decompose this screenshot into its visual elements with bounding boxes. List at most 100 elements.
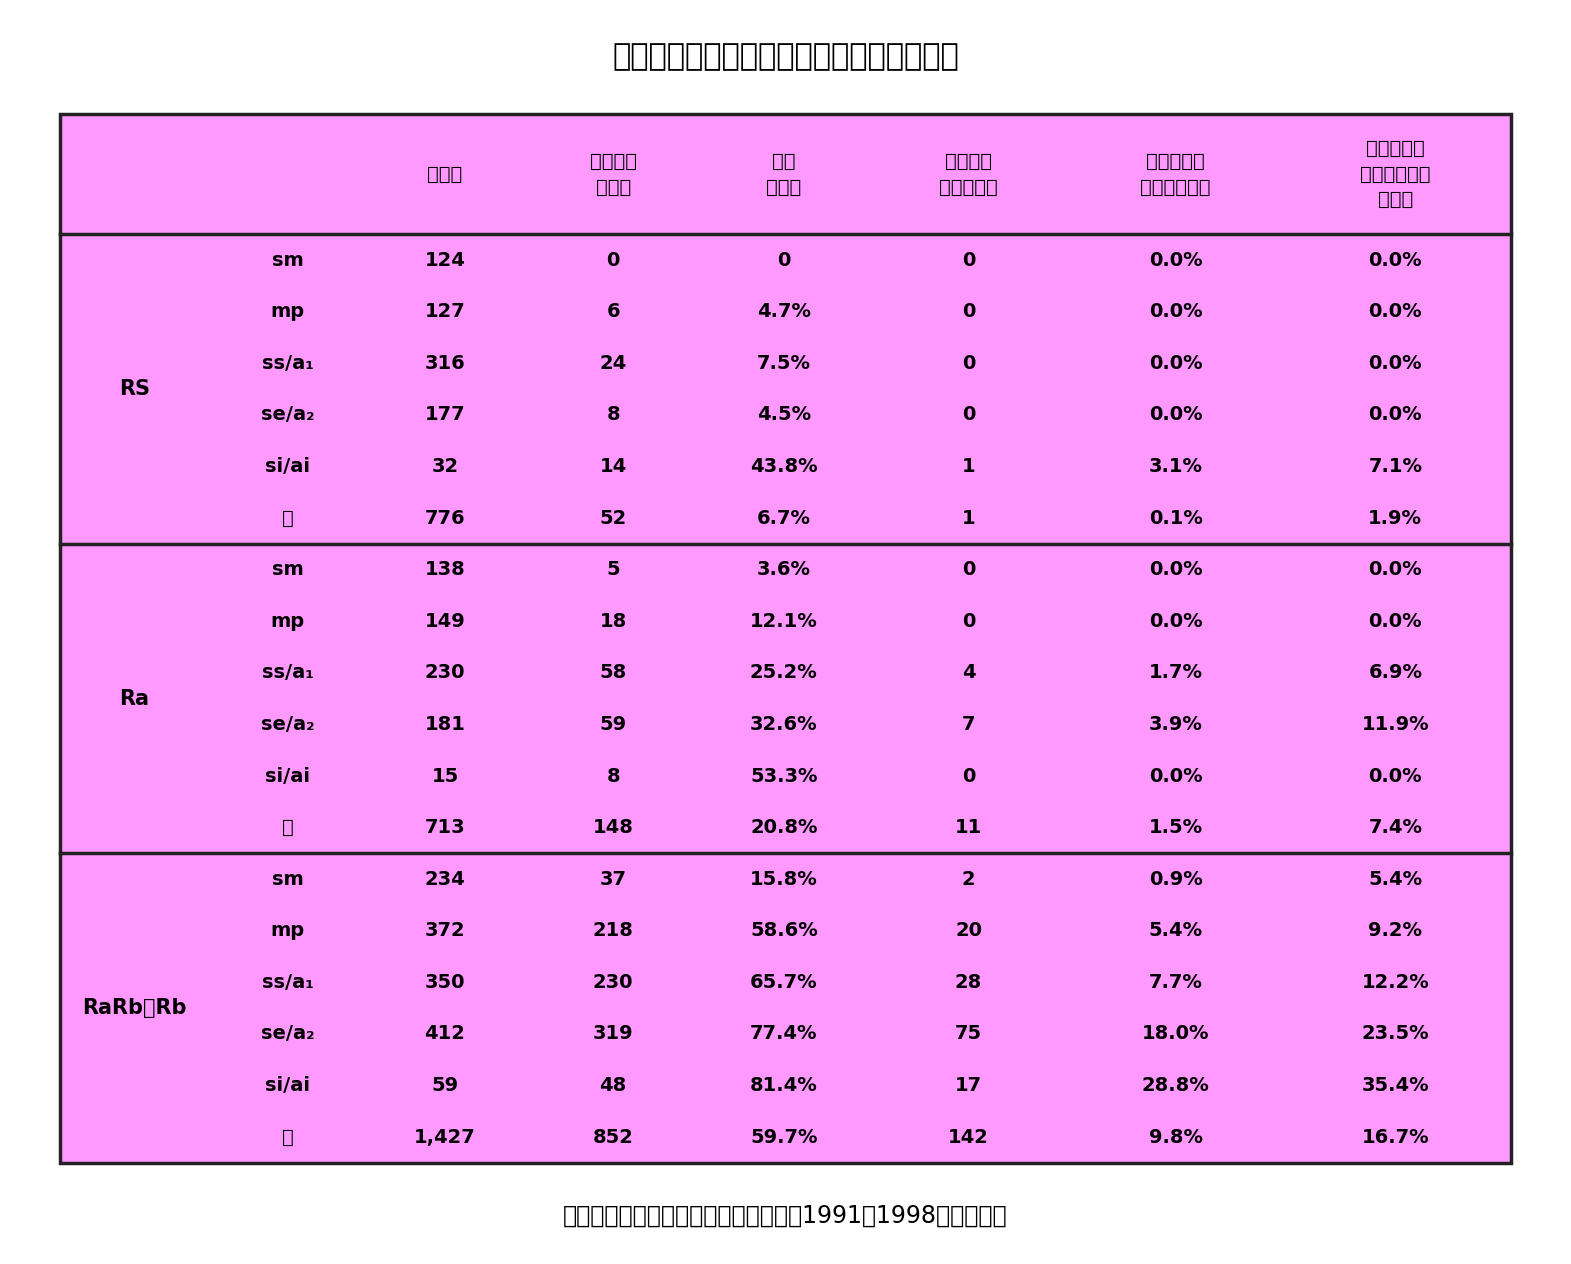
Text: 12.1%: 12.1% [749,612,818,631]
Text: （大腸癌研究会・プロジェクト研究　1991〜1998年度症例）: （大腸癌研究会・プロジェクト研究 1991〜1998年度症例） [562,1205,1009,1227]
Text: 127: 127 [424,302,465,321]
Text: 20.8%: 20.8% [749,818,817,837]
Text: 0.0%: 0.0% [1368,612,1422,631]
Text: se/a₂: se/a₂ [261,1024,314,1043]
Text: 138: 138 [424,560,465,579]
Text: 3.6%: 3.6% [757,560,811,579]
Text: 1,427: 1,427 [415,1127,476,1146]
Text: 6.9%: 6.9% [1368,664,1422,683]
Text: 218: 218 [592,921,633,940]
Text: 25.2%: 25.2% [749,664,818,683]
Text: 6: 6 [606,302,621,321]
Text: 5.4%: 5.4% [1368,870,1422,889]
Text: 852: 852 [592,1127,633,1146]
Text: 7.1%: 7.1% [1368,458,1422,477]
Text: 20: 20 [955,921,982,940]
Text: 0: 0 [778,250,790,269]
Text: 0: 0 [961,354,976,373]
Text: 148: 148 [592,818,633,837]
Text: ss/a₁: ss/a₁ [262,354,314,373]
Text: 5.4%: 5.4% [1148,921,1203,940]
Text: 15.8%: 15.8% [749,870,818,889]
Text: 0.0%: 0.0% [1368,250,1422,269]
Text: 1.5%: 1.5% [1148,818,1203,837]
Text: 11: 11 [955,818,982,837]
Text: 319: 319 [592,1024,633,1043]
Text: 4.7%: 4.7% [757,302,811,321]
Text: Ra: Ra [119,689,149,709]
Text: 350: 350 [424,973,465,992]
Text: si/ai: si/ai [265,1076,309,1095]
Text: 35.4%: 35.4% [1362,1076,1430,1095]
Text: 372: 372 [424,921,465,940]
Text: 32: 32 [432,458,459,477]
Text: 230: 230 [424,664,465,683]
Text: 713: 713 [424,818,465,837]
Text: mp: mp [270,612,305,631]
Bar [60,114,1511,1163]
Text: 側方転移
陽性症例数: 側方転移 陽性症例数 [939,152,998,196]
Text: 142: 142 [949,1127,990,1146]
Text: 12.2%: 12.2% [1362,973,1430,992]
Text: ss/a₁: ss/a₁ [262,664,314,683]
Text: 11.9%: 11.9% [1362,715,1430,734]
Text: 17: 17 [955,1076,982,1095]
Text: 77.4%: 77.4% [749,1024,817,1043]
Text: 59.7%: 59.7% [749,1127,817,1146]
Text: 28: 28 [955,973,982,992]
Text: 0.0%: 0.0% [1148,406,1202,425]
Text: 0.0%: 0.0% [1148,560,1202,579]
Text: sm: sm [272,250,303,269]
Text: 3.1%: 3.1% [1148,458,1203,477]
Text: si/ai: si/ai [265,458,309,477]
Text: 776: 776 [424,508,465,527]
Text: 8: 8 [606,406,621,425]
Text: 124: 124 [424,250,465,269]
Text: 81.4%: 81.4% [749,1076,818,1095]
Text: 1.7%: 1.7% [1148,664,1203,683]
Text: 計: 計 [281,818,294,837]
Text: 16.7%: 16.7% [1362,1127,1430,1146]
Text: 32.6%: 32.6% [749,715,817,734]
Text: mp: mp [270,302,305,321]
Bar [60,114,1511,1163]
Text: 側方転移率
（対全症例）: 側方転移率 （対全症例） [1141,152,1211,196]
Text: 3.9%: 3.9% [1148,715,1203,734]
Text: 59: 59 [600,715,627,734]
Text: 0.0%: 0.0% [1368,406,1422,425]
Text: 0.0%: 0.0% [1148,302,1202,321]
Text: 59: 59 [432,1076,459,1095]
Text: 0: 0 [961,560,976,579]
Text: 28.8%: 28.8% [1142,1076,1210,1095]
Text: 1: 1 [961,458,976,477]
Text: 0.0%: 0.0% [1148,354,1202,373]
Text: 18: 18 [600,612,627,631]
Text: 7.4%: 7.4% [1368,818,1422,837]
Text: se/a₂: se/a₂ [261,715,314,734]
Text: 側方転移率
（対側方郭清
症例）: 側方転移率 （対側方郭清 症例） [1360,139,1431,210]
Text: 14: 14 [600,458,627,477]
Text: 75: 75 [955,1024,982,1043]
Text: 7: 7 [961,715,976,734]
Text: 0.0%: 0.0% [1368,302,1422,321]
Text: 0.1%: 0.1% [1148,508,1203,527]
Text: 0.9%: 0.9% [1148,870,1203,889]
Text: 0.0%: 0.0% [1368,354,1422,373]
Text: 149: 149 [424,612,465,631]
Text: 43.8%: 43.8% [749,458,817,477]
Text: 177: 177 [424,406,465,425]
Text: 52: 52 [600,508,627,527]
Text: 0.0%: 0.0% [1368,766,1422,785]
Text: 230: 230 [592,973,633,992]
Text: 412: 412 [424,1024,465,1043]
Text: 48: 48 [600,1076,627,1095]
Text: 9.8%: 9.8% [1148,1127,1203,1146]
Text: 側方郭清
症例数: 側方郭清 症例数 [589,152,636,196]
Text: 1: 1 [961,508,976,527]
Text: 2: 2 [961,870,976,889]
Text: 4.5%: 4.5% [757,406,811,425]
Text: 計: 計 [281,1127,294,1146]
Text: 0.0%: 0.0% [1148,612,1202,631]
Text: 58: 58 [600,664,627,683]
Text: RaRb＋Rb: RaRb＋Rb [82,999,187,1018]
